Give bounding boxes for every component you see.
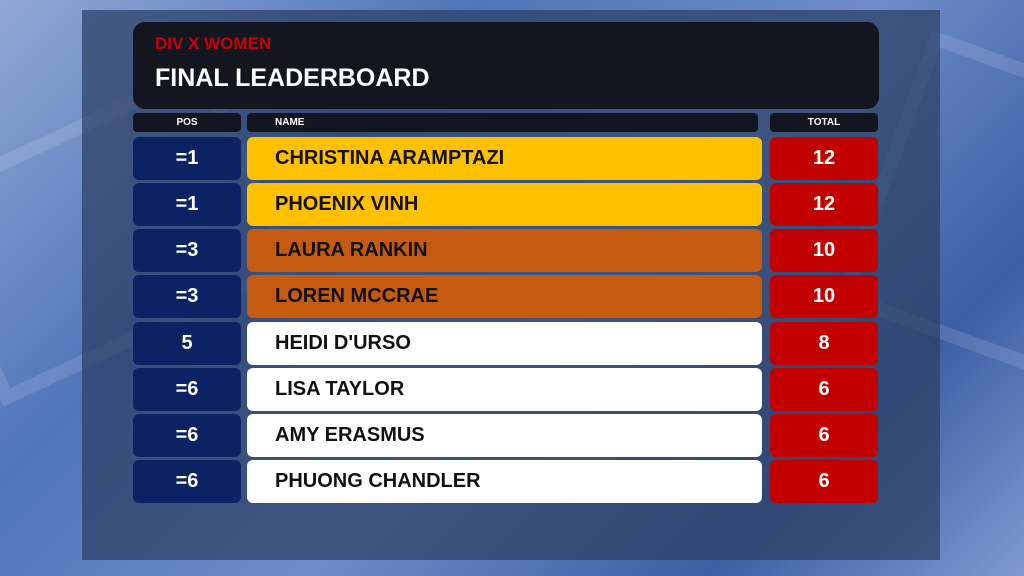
- leaderboard-header: DIV X WOMEN FINAL LEADERBOARD: [133, 22, 879, 109]
- total-cell: 6: [770, 414, 878, 457]
- total-cell: 10: [770, 229, 878, 272]
- division-label: DIV X WOMEN: [155, 34, 272, 53]
- position-cell: =1: [133, 137, 241, 180]
- total-cell: 12: [770, 183, 878, 226]
- table-row: =1 PHOENIX VINH 12: [0, 183, 1024, 226]
- name-cell: PHUONG CHANDLER: [247, 460, 762, 503]
- column-header-name: NAME: [247, 113, 758, 132]
- table-row: =6 PHUONG CHANDLER 6: [0, 460, 1024, 503]
- position-cell: =3: [133, 275, 241, 318]
- table-row: =3 LOREN MCCRAE 10: [0, 275, 1024, 318]
- name-cell: PHOENIX VINH: [247, 183, 762, 226]
- name-cell: LOREN MCCRAE: [247, 275, 762, 318]
- position-cell: =6: [133, 460, 241, 503]
- total-cell: 8: [770, 322, 878, 365]
- name-cell: HEIDI D'URSO: [247, 322, 762, 365]
- position-cell: 5: [133, 322, 241, 365]
- total-cell: 12: [770, 137, 878, 180]
- name-cell: CHRISTINA ARAMPTAZI: [247, 137, 762, 180]
- table-row: =6 LISA TAYLOR 6: [0, 368, 1024, 411]
- table-row: =3 LAURA RANKIN 10: [0, 229, 1024, 272]
- position-cell: =6: [133, 368, 241, 411]
- page-title: FINAL LEADERBOARD: [155, 64, 430, 92]
- table-row: =1 CHRISTINA ARAMPTAZI 12: [0, 137, 1024, 180]
- table-row: 5 HEIDI D'URSO 8: [0, 322, 1024, 365]
- name-cell: LISA TAYLOR: [247, 368, 762, 411]
- column-header-pos: POS: [133, 113, 241, 132]
- position-cell: =1: [133, 183, 241, 226]
- name-cell: LAURA RANKIN: [247, 229, 762, 272]
- table-row: =6 AMY ERASMUS 6: [0, 414, 1024, 457]
- name-cell: AMY ERASMUS: [247, 414, 762, 457]
- total-cell: 6: [770, 460, 878, 503]
- total-cell: 10: [770, 275, 878, 318]
- total-cell: 6: [770, 368, 878, 411]
- column-header-total: TOTAL: [770, 113, 878, 132]
- position-cell: =6: [133, 414, 241, 457]
- position-cell: =3: [133, 229, 241, 272]
